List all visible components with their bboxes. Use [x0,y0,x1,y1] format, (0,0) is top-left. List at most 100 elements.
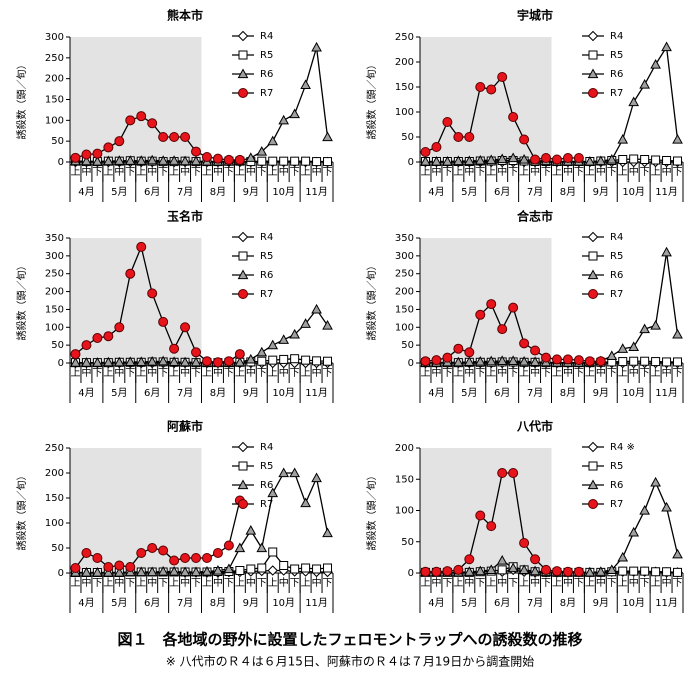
x-tick-label: 中 [629,366,639,379]
data-point [486,299,497,310]
x-tick-label: 中 [431,366,441,379]
data-point [530,554,541,565]
data-point [518,153,530,164]
data-point [223,563,235,574]
data-point [431,566,442,577]
data-point [651,155,661,165]
data-point [573,355,584,366]
data-point [81,149,92,160]
month-label: 10月 [622,387,645,399]
data-point [190,155,202,166]
data-point [169,555,180,566]
x-tick-label: 上 [420,577,430,589]
data-point [201,565,213,576]
month-label: 11月 [655,186,678,198]
data-point [485,355,497,366]
data-point [125,562,136,572]
data-point [179,356,191,367]
data-point [289,467,300,478]
x-tick-label: 下 [541,578,551,589]
x-tick-label: 上 [519,367,529,379]
data-point [562,566,573,577]
x-tick-label: 下 [290,368,300,379]
data-point [268,156,278,166]
data-point [81,357,92,367]
data-point [453,132,464,142]
data-point [212,153,223,164]
data-point [628,96,640,107]
data-point [617,343,629,353]
x-tick-label: 上 [301,166,311,178]
data-point [125,115,136,126]
data-point [92,553,103,563]
legend-label: R6 [610,69,623,80]
y-tick-label: 300 [395,251,414,262]
data-point [672,133,683,144]
y-tick-label: 0 [58,358,64,369]
y-tick-label: 100 [395,506,414,517]
x-tick-label: 下 [607,368,617,379]
data-point [595,566,607,576]
data-point [442,117,453,127]
y-axis-label: 誘殺数（頭／旬） [15,261,28,341]
data-point [562,354,573,365]
legend-label: R5 [260,50,273,61]
data-point [113,155,125,165]
data-point [442,566,453,577]
data-point [541,564,552,575]
x-tick-label: 上 [301,367,311,379]
data-point [136,111,147,122]
y-tick-label: 300 [45,32,64,43]
x-tick-label: 中 [431,576,441,589]
month-label: 4月 [78,597,94,609]
data-point [606,564,618,574]
data-point [114,560,125,571]
data-point [431,155,442,166]
data-point [234,349,245,360]
x-tick-label: 中 [662,165,672,178]
x-tick-label: 上 [268,166,278,178]
x-tick-label: 中 [81,366,91,379]
data-point [234,356,246,367]
month-label: 11月 [305,597,328,609]
y-tick-label: 100 [45,322,64,333]
month-label: 11月 [305,186,328,198]
data-point [256,146,268,156]
data-point [135,155,147,165]
x-tick-label: 下 [640,578,650,589]
x-tick-label: 下 [574,368,584,379]
data-point [290,156,300,166]
data-point [191,146,202,157]
data-point [245,353,257,364]
x-tick-label: 下 [673,368,683,379]
x-tick-label: 上 [103,577,113,589]
data-point [486,521,497,532]
month-label: 8月 [210,597,226,609]
x-tick-label: 中 [464,576,474,589]
data-point [279,354,289,364]
data-point [573,153,584,163]
x-tick-label: 中 [246,165,256,178]
shaded-period [70,37,202,162]
legend-label: R6 [260,480,273,491]
month-label: 11月 [305,387,328,399]
x-tick-label: 中 [180,165,190,178]
data-point [312,564,322,574]
legend-marker [237,479,249,490]
x-tick-label: 上 [420,367,430,379]
legend-label: R4 [260,31,273,42]
legend-marker [238,461,248,471]
x-tick-label: 中 [279,366,289,379]
data-point [114,322,125,333]
y-tick-label: 250 [45,443,64,454]
y-tick-label: 0 [408,157,414,168]
data-point [650,476,661,487]
month-label: 7月 [527,387,543,399]
x-tick-label: 中 [246,576,256,589]
data-point [662,357,672,367]
chart-title: 阿蘇市 [167,419,203,434]
legend-marker [237,68,249,79]
data-point [474,356,486,366]
data-point [312,356,322,366]
data-point [268,547,278,557]
